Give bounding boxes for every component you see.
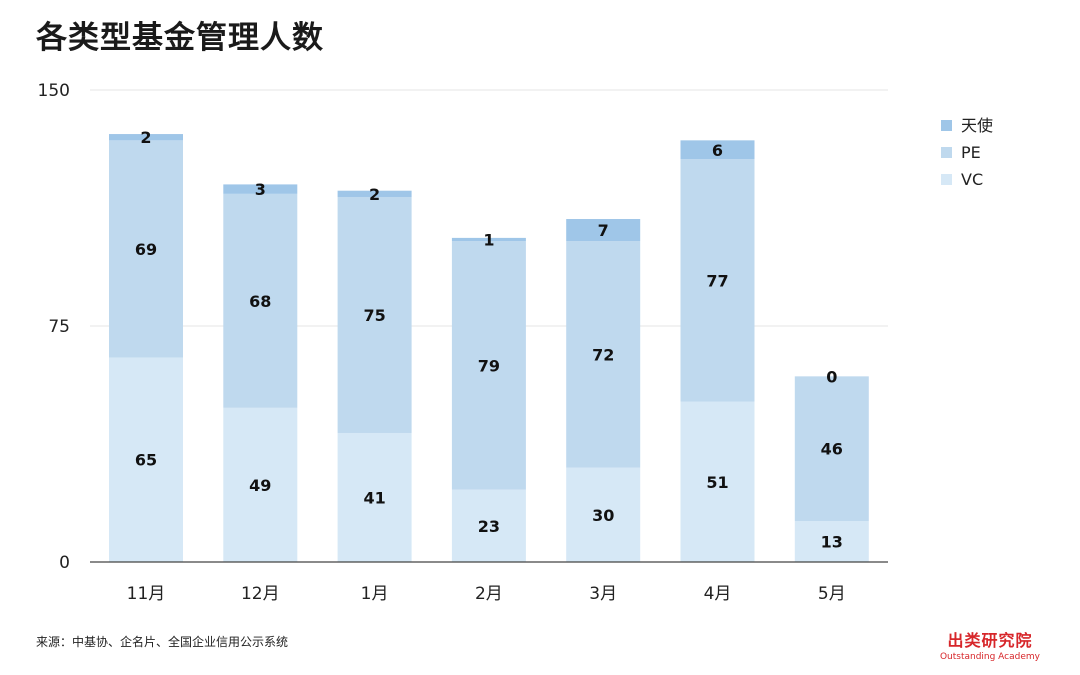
x-tick-label: 2月 xyxy=(475,584,503,604)
legend: 天使 PE VC xyxy=(941,116,993,189)
x-tick-label: 4月 xyxy=(704,584,732,604)
data-label-PE-2月: 79 xyxy=(478,356,500,375)
legend-swatch-天使 xyxy=(941,120,952,131)
page-title: 各类型基金管理人数 xyxy=(36,20,324,56)
data-label-天使-4月: 6 xyxy=(712,141,723,160)
bar-VC-1月 xyxy=(337,432,412,562)
legend-swatch-VC xyxy=(941,174,952,185)
bar-PE-2月 xyxy=(451,241,526,490)
data-label-VC-4月: 51 xyxy=(706,473,728,492)
data-label-天使-2月: 1 xyxy=(483,230,494,249)
bar-天使-12月 xyxy=(223,184,298,194)
data-label-VC-1月: 41 xyxy=(363,488,385,507)
bar-VC-3月 xyxy=(566,467,641,562)
data-label-天使-12月: 3 xyxy=(255,180,266,199)
data-label-VC-11月: 65 xyxy=(135,451,157,470)
bar-VC-11月 xyxy=(109,357,183,562)
axis-layer: 0 75 150 11月 12月 1月 2月 3月 4月 5月 xyxy=(38,81,888,604)
brand-name-en: Outstanding Academy xyxy=(939,652,1040,662)
x-tick-label: 5月 xyxy=(818,584,846,604)
brand-logo: 出类研究院 Outstanding Academy xyxy=(940,627,1040,662)
y-tick-label: 150 xyxy=(38,81,70,101)
data-label-天使-5月: 0 xyxy=(826,367,837,386)
y-tick-label: 0 xyxy=(59,553,70,573)
data-label-VC-3月: 30 xyxy=(592,506,614,525)
brand-name-cn: 出类研究院 xyxy=(947,631,1033,650)
bar-PE-11月 xyxy=(109,140,183,358)
x-tick-label: 11月 xyxy=(127,584,166,604)
x-tick-label: 3月 xyxy=(589,584,617,604)
bar-VC-2月 xyxy=(451,489,526,562)
data-label-layer: 65 69 2 49 68 3 41 75 2 23 79 1 30 72 7 51 77 6 13 46 0 xyxy=(135,128,843,551)
bar-天使-3月 xyxy=(566,219,641,242)
legend-label-PE: PE xyxy=(961,143,981,162)
data-label-VC-2月: 23 xyxy=(478,517,500,536)
data-label-PE-11月: 69 xyxy=(135,240,157,259)
data-label-PE-12月: 68 xyxy=(249,292,271,311)
x-tick-label: 12月 xyxy=(241,584,280,604)
bar-VC-5月 xyxy=(794,521,869,562)
bar-天使-11月 xyxy=(109,134,183,141)
bar-layer xyxy=(109,134,869,562)
data-label-PE-1月: 75 xyxy=(363,306,385,325)
bar-天使-2月 xyxy=(451,237,526,242)
bar-PE-12月 xyxy=(223,193,298,408)
bar-天使-1月 xyxy=(337,190,412,197)
data-label-天使-1月: 2 xyxy=(369,185,380,204)
legend-label-天使: 天使 xyxy=(961,116,993,135)
legend-label-VC: VC xyxy=(961,170,983,189)
data-label-PE-5月: 46 xyxy=(821,440,843,459)
bar-VC-4月 xyxy=(680,401,755,562)
bar-PE-5月 xyxy=(794,376,869,522)
data-label-天使-11月: 2 xyxy=(140,128,151,147)
y-tick-label: 75 xyxy=(48,317,70,337)
legend-swatch-PE xyxy=(941,147,952,158)
source-note: 来源：中基协、企名片、全国企业信用公示系统 xyxy=(36,635,289,649)
bar-VC-12月 xyxy=(223,407,298,562)
x-tick-label: 1月 xyxy=(361,584,389,604)
data-label-VC-12月: 49 xyxy=(249,476,271,495)
data-label-PE-3月: 72 xyxy=(592,345,614,364)
data-label-PE-4月: 77 xyxy=(706,271,728,290)
data-label-天使-3月: 7 xyxy=(598,221,609,240)
bar-PE-3月 xyxy=(566,241,641,468)
bar-PE-1月 xyxy=(337,196,412,433)
bar-PE-4月 xyxy=(680,159,755,402)
bar-天使-4月 xyxy=(680,140,755,160)
data-label-VC-5月: 13 xyxy=(821,533,843,552)
